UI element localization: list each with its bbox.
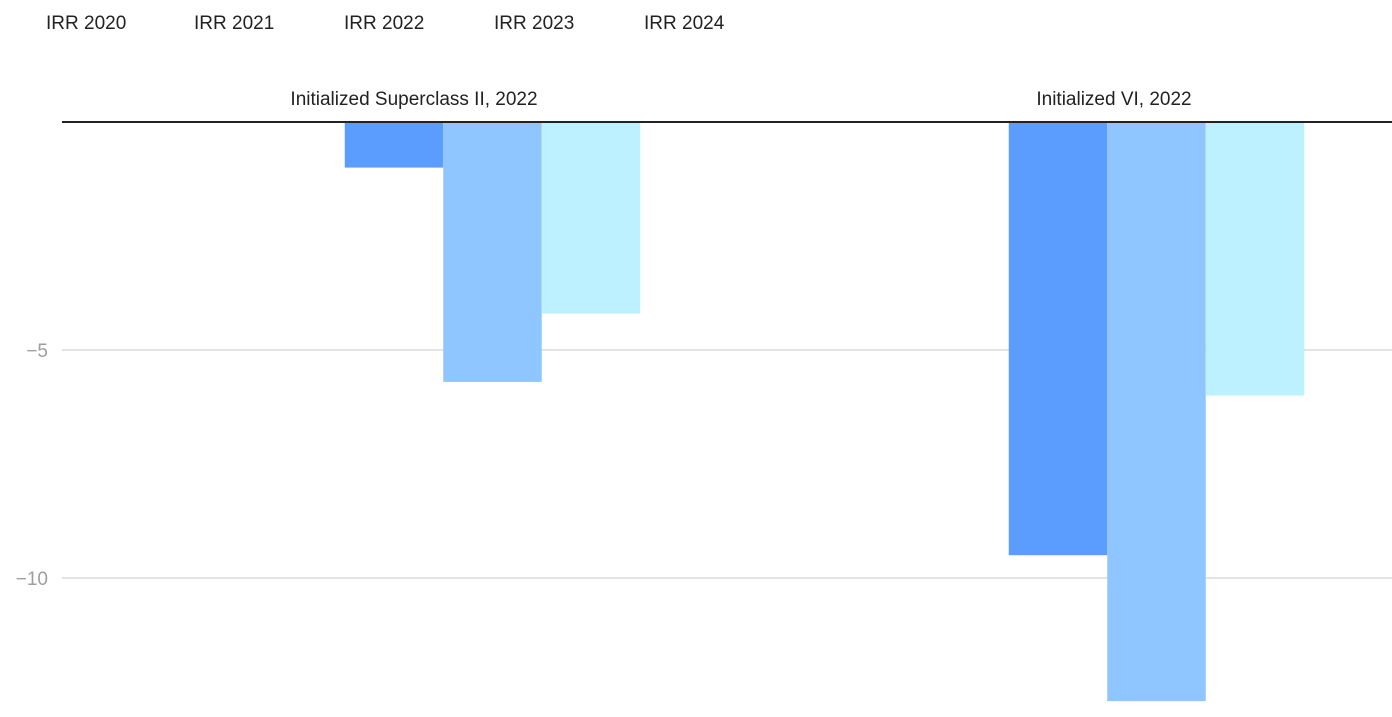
legend-item-irr-2022[interactable]: IRR 2022 bbox=[344, 13, 425, 34]
bar[interactable] bbox=[1107, 122, 1206, 702]
legend-item-irr-2021[interactable]: IRR 2021 bbox=[194, 13, 275, 34]
y-tick-label-minus-5: −5 bbox=[26, 341, 48, 362]
bar[interactable] bbox=[443, 122, 542, 382]
y-tick-label-minus-10: −10 bbox=[16, 569, 48, 590]
legend: IRR 2020 IRR 2021 IRR 2022 IRR 2023 IRR … bbox=[0, 0, 1392, 50]
category-label-vi: Initialized VI, 2022 bbox=[1036, 89, 1191, 110]
legend-item-irr-2024[interactable]: IRR 2024 bbox=[644, 13, 725, 34]
bar[interactable] bbox=[1205, 122, 1305, 396]
legend-item-irr-2023[interactable]: IRR 2023 bbox=[494, 13, 575, 34]
bar[interactable] bbox=[344, 122, 444, 168]
bar[interactable] bbox=[1008, 122, 1108, 556]
legend-item-irr-2020[interactable]: IRR 2020 bbox=[46, 13, 127, 34]
category-label-superclass-ii: Initialized Superclass II, 2022 bbox=[290, 89, 537, 110]
bar[interactable] bbox=[541, 122, 641, 314]
bar-layer bbox=[344, 122, 1305, 702]
